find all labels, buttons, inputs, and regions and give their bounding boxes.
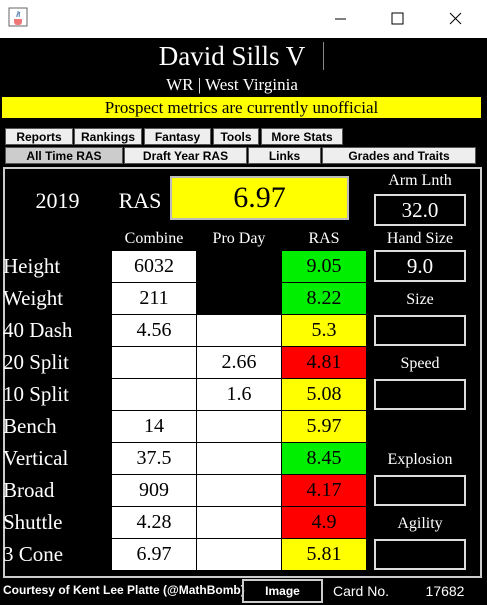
combine-cell: 4.28 (112, 507, 196, 538)
combine-cell: 4.56 (112, 315, 196, 346)
arm-length: 32.0 (374, 194, 466, 226)
notice-banner: Prospect metrics are currently unofficia… (2, 97, 481, 118)
combine-cell (112, 379, 196, 410)
hand-size: 9.0 (374, 250, 466, 282)
ras-cell: 4.17 (282, 475, 366, 506)
player-name: David Sills V (158, 40, 306, 71)
ras-score: 6.97 (170, 176, 349, 220)
ras-cell: 5.3 (282, 315, 366, 346)
pro-day-cell (197, 507, 281, 538)
combine-cell: 6032 (112, 251, 196, 282)
tab[interactable]: Draft Year RAS (124, 147, 247, 164)
explosion-label: Explosion (387, 451, 453, 468)
tab[interactable]: Grades and Traits (322, 147, 476, 164)
combine-cell: 37.5 (112, 443, 196, 474)
speed-label: Speed (400, 355, 440, 372)
tab[interactable]: Rankings (74, 128, 142, 145)
combine-cell: 909 (112, 475, 196, 506)
row-label: Vertical (3, 446, 69, 470)
image-button[interactable]: Image (242, 579, 323, 603)
ras-cell: 8.22 (282, 283, 366, 314)
explosion-box (374, 475, 466, 506)
pro-day-cell (197, 315, 281, 346)
row-label: 20 Split (3, 350, 69, 374)
row-label: Broad (3, 478, 55, 502)
pro-day-cell: 1.6 (197, 379, 281, 410)
row-label: Shuttle (3, 510, 63, 534)
speed-box (374, 379, 466, 410)
tab[interactable]: All Time RAS (5, 147, 123, 164)
size-box (374, 315, 466, 346)
row-label: Bench (3, 414, 57, 438)
combine-cell (112, 347, 196, 378)
tab[interactable]: Reports (5, 128, 73, 145)
hand-size-label: Hand Size (386, 230, 454, 247)
tab[interactable]: More Stats (261, 128, 343, 145)
title-bar (0, 0, 487, 38)
tab[interactable]: Links (248, 147, 321, 164)
ras-cell: 5.81 (282, 539, 366, 570)
pro-day-cell (197, 411, 281, 442)
ras-cell: 5.08 (282, 379, 366, 410)
ras-cell: 5.97 (282, 411, 366, 442)
player-subtitle: WR | West Virginia (166, 75, 298, 94)
agility-label: Agility (397, 515, 443, 532)
pro-day-cell: 2.66 (197, 347, 281, 378)
window-controls[interactable] (330, 10, 480, 28)
tab[interactable]: Fantasy (144, 128, 211, 145)
row-label: Weight (3, 286, 64, 310)
combine-cell: 6.97 (112, 539, 196, 570)
row-label: 3 Cone (3, 542, 64, 566)
main-panel (3, 167, 482, 578)
row-label: 40 Dash (3, 318, 73, 342)
size-label: Size (406, 291, 434, 308)
ras-cell: 8.45 (282, 443, 366, 474)
row-label: 10 Split (3, 382, 69, 406)
pro-day-cell (197, 539, 281, 570)
column-header: RAS (308, 230, 340, 247)
divider (323, 42, 324, 70)
combine-cell: 211 (112, 283, 196, 314)
card-number: 17682 (425, 583, 465, 599)
row-label: Height (3, 254, 61, 278)
pro-day-cell (197, 443, 281, 474)
arm-length-label: Arm Lnth (388, 172, 452, 189)
app-icon (8, 7, 28, 27)
tab[interactable]: Tools (213, 128, 259, 145)
pro-day-cell (197, 251, 281, 282)
year: 2019 (35, 188, 80, 213)
ras-cell: 9.05 (282, 251, 366, 282)
pro-day-cell (197, 475, 281, 506)
column-header: Combine (124, 230, 184, 247)
column-header: Pro Day (212, 230, 266, 247)
credit: Courtesy of Kent Lee Platte (@MathBomb) (3, 583, 245, 597)
ras-cell: 4.81 (282, 347, 366, 378)
pro-day-cell (197, 283, 281, 314)
ras-cell: 4.9 (282, 507, 366, 538)
combine-cell: 14 (112, 411, 196, 442)
ras-label: RAS (118, 188, 162, 213)
card-label: Card No. (332, 583, 390, 599)
agility-box (374, 539, 466, 570)
